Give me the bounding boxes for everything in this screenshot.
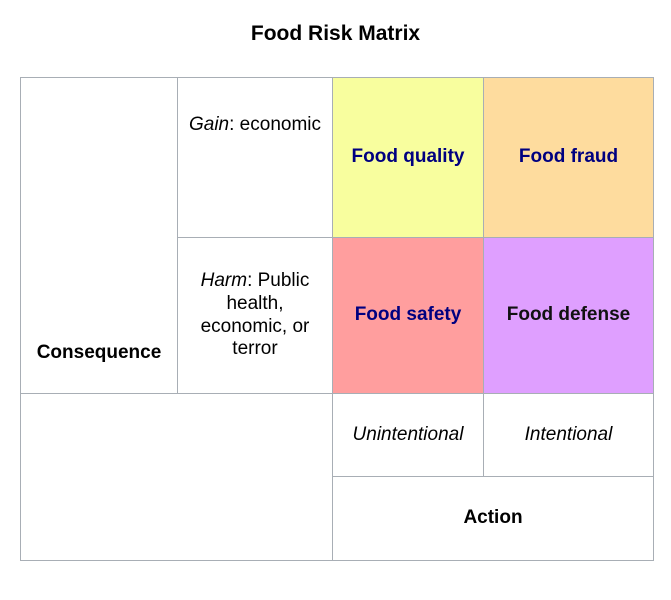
food-quality-label: Food quality (351, 146, 465, 168)
empty-corner-cell (20, 393, 333, 561)
consequence-label: Consequence (36, 342, 162, 364)
gain-cell: Gain: economic (177, 77, 333, 238)
harm-cell: Harm: Public health, economic, or terror (177, 237, 333, 394)
food-safety-cell: Food safety (332, 237, 484, 394)
harm-desc: : Public health, economic, or terror (200, 269, 310, 360)
food-quality-cell: Food quality (332, 77, 484, 238)
gain-desc: : economic (229, 114, 321, 135)
action-cell: Action (332, 476, 654, 561)
unintentional-label: Unintentional (352, 423, 464, 445)
chart-title: Food Risk Matrix (250, 22, 421, 45)
action-label: Action (463, 507, 523, 529)
food-defense-label: Food defense (506, 304, 631, 326)
unintentional-cell: Unintentional (332, 393, 484, 477)
intentional-label: Intentional (524, 423, 613, 445)
consequence-label-cell: Consequence (20, 77, 178, 394)
intentional-cell: Intentional (483, 393, 654, 477)
food-safety-label: Food safety (354, 304, 462, 326)
harm-term: Harm (200, 269, 248, 291)
gain-term: Gain (188, 114, 230, 135)
food-fraud-cell: Food fraud (483, 77, 654, 238)
food-fraud-label: Food fraud (518, 146, 619, 168)
food-defense-cell: Food defense (483, 237, 654, 394)
